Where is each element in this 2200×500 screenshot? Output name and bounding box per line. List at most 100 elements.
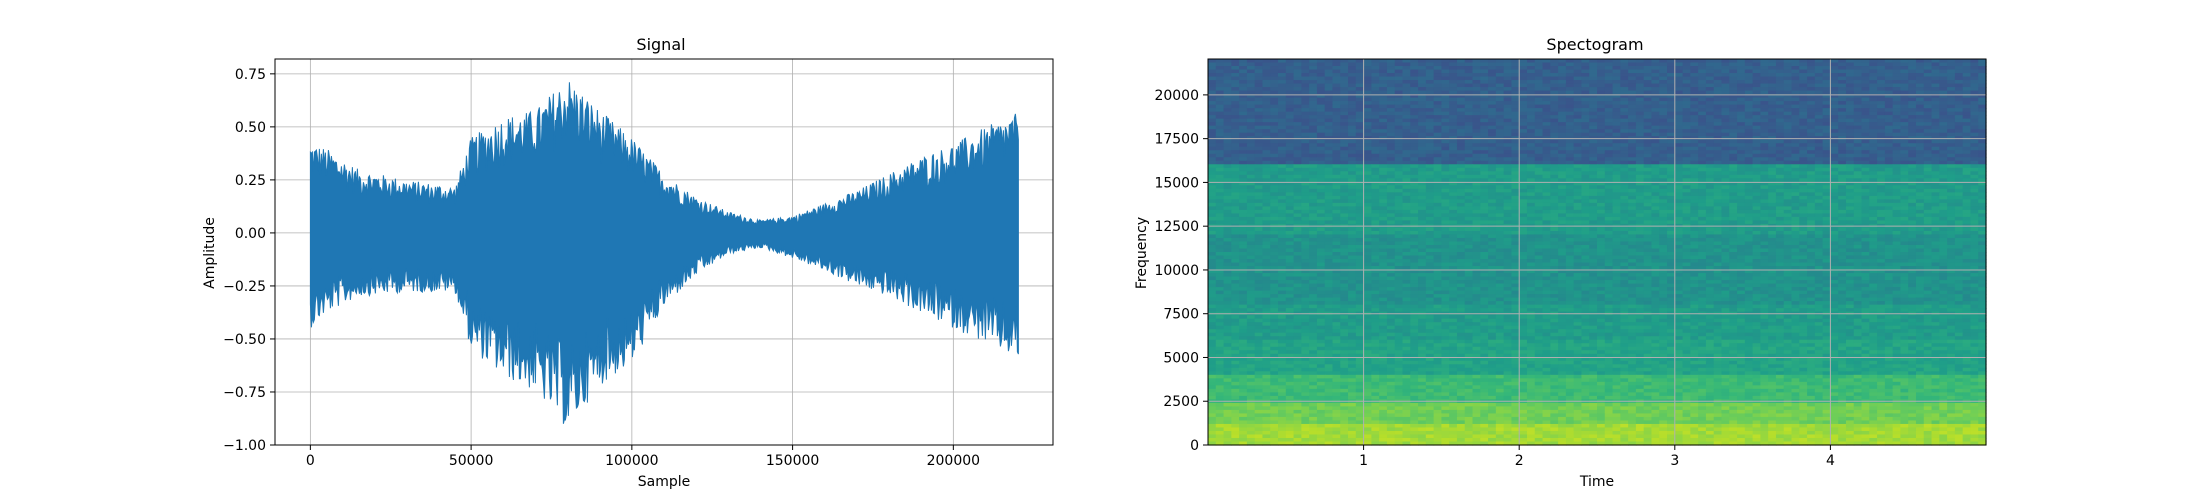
spectrogram-cell [1340,87,1349,92]
spectrogram-cell [1698,185,1707,190]
spectrogram-cell [1394,230,1404,236]
spectrogram-cell [1620,153,1629,158]
spectrogram-cell [1612,185,1621,190]
spectrogram-cell [1324,76,1334,81]
spectrogram-cell [1223,118,1232,123]
spectrogram-cell [1861,125,1870,130]
spectrogram-cell [1324,122,1334,127]
spectrogram-cell [1698,216,1707,222]
spectrogram-cell [1861,167,1870,172]
spectrogram-cell [1978,174,1987,179]
spectrogram-cell [1939,83,1948,88]
spectrogram-cell [1293,139,1302,144]
spectrogram-cell [1597,115,1606,120]
spectrogram-cell [1729,129,1738,134]
spectrogram-cell [1620,66,1629,71]
spectrogram-cell [1908,178,1917,183]
spectrogram-cell [1674,62,1684,67]
spectrogram-cell [1674,150,1684,155]
spectrogram-cell [1581,160,1590,165]
spectrogram-cell [1480,139,1489,144]
spectrogram-cell [1915,97,1925,102]
spectrogram-cell [1962,101,1972,106]
spectrogram-cell [1877,206,1886,211]
spectrogram-cell [1231,153,1240,158]
spectrogram-cell [1239,66,1248,71]
spectrogram-cell [1970,185,1979,190]
spectrogram-cell [1628,83,1637,88]
spectrogram-cell [1931,160,1940,165]
spectrogram-cell [1768,174,1777,179]
spectrogram-cell [1573,97,1583,102]
spectrogram-cell [1822,66,1831,71]
spectrogram-cell [1394,132,1404,137]
spectrogram-cell [1239,139,1248,144]
spectrogram-cell [1830,76,1839,81]
spectrogram-cell [1667,199,1676,204]
spectrogram-cell [1316,122,1326,127]
spectrogram-cell [1278,206,1287,211]
spectrogram-cell [1332,66,1341,71]
spectrogram-cell [1737,213,1746,218]
spectrogram-cell [1386,192,1396,197]
spectrogram-cell [1651,209,1660,214]
spectrogram-cell [1713,202,1723,207]
spectrogram-cell [1822,129,1831,134]
spectrogram-cell [1231,192,1240,197]
spectrogram-cell [1565,160,1575,165]
spectrogram-cell [1418,213,1427,218]
spectrogram-cell [1705,174,1715,179]
spectrogram-cell [1962,146,1972,151]
spectrogram-cell [1550,157,1559,162]
spectrogram-cell [1900,87,1909,92]
spectrogram-cell [1379,195,1388,200]
spectrogram-cell [1705,76,1715,81]
spectrogram-cell [1721,150,1730,155]
spectrogram-cell [1962,150,1972,155]
spectrogram-cell [1947,80,1956,85]
spectrogram-cell [1635,59,1645,64]
spectrogram-cell [1853,139,1863,144]
spectrogram-cell [1791,220,1800,225]
spectrogram-cell [1597,111,1606,116]
spectrogram-cell [1449,73,1458,78]
spectrogram-cell [1301,146,1310,151]
spectrogram-cell [1768,125,1777,130]
spectrogram-cell [1705,220,1715,225]
spectrogram-cell [1690,164,1699,169]
spectrogram-cell [1869,164,1878,169]
spectrogram-cell [1869,227,1878,232]
spectrogram-cell [1573,118,1583,123]
spectrogram-cell [1822,97,1831,102]
spectrogram-cell [1713,164,1723,169]
spectrogram-cell [1845,62,1855,67]
spectrogram-cell [1254,178,1264,183]
spectrogram-cell [1884,153,1894,158]
spectrogram-cell [1239,76,1248,81]
spectrogram-cell [1775,80,1785,85]
spectrogram-cell [1954,216,1964,222]
spectrogram-cell [1838,118,1847,123]
spectrogram-cell [1316,192,1326,197]
spectrogram-cell [1853,220,1863,225]
spectrogram-cell [1285,97,1295,102]
spectrogram-cell [1534,76,1544,81]
spectrogram-cell [1418,206,1427,211]
spectrogram-cell [1340,171,1349,176]
spectrogram-cell [1433,122,1442,127]
spectrogram-cell [1713,206,1723,211]
spectrogram-cell [1939,73,1948,78]
spectrogram-cell [1651,118,1660,123]
spectrogram-cell [1729,160,1738,165]
spectrogram-cell [1519,83,1528,88]
spectrogram-cell [1822,83,1831,88]
spectrogram-cell [1472,209,1481,214]
spectrogram-cell [1970,101,1979,106]
spectrogram-cell [1939,164,1948,169]
spectrogram-cell [1690,206,1699,211]
spectrogram-cell [1698,181,1707,186]
spectrogram-cell [1301,129,1310,134]
spectrogram-cell [1830,206,1839,211]
spectrogram-cell [1519,227,1528,232]
spectrogram-cell [1737,66,1746,71]
